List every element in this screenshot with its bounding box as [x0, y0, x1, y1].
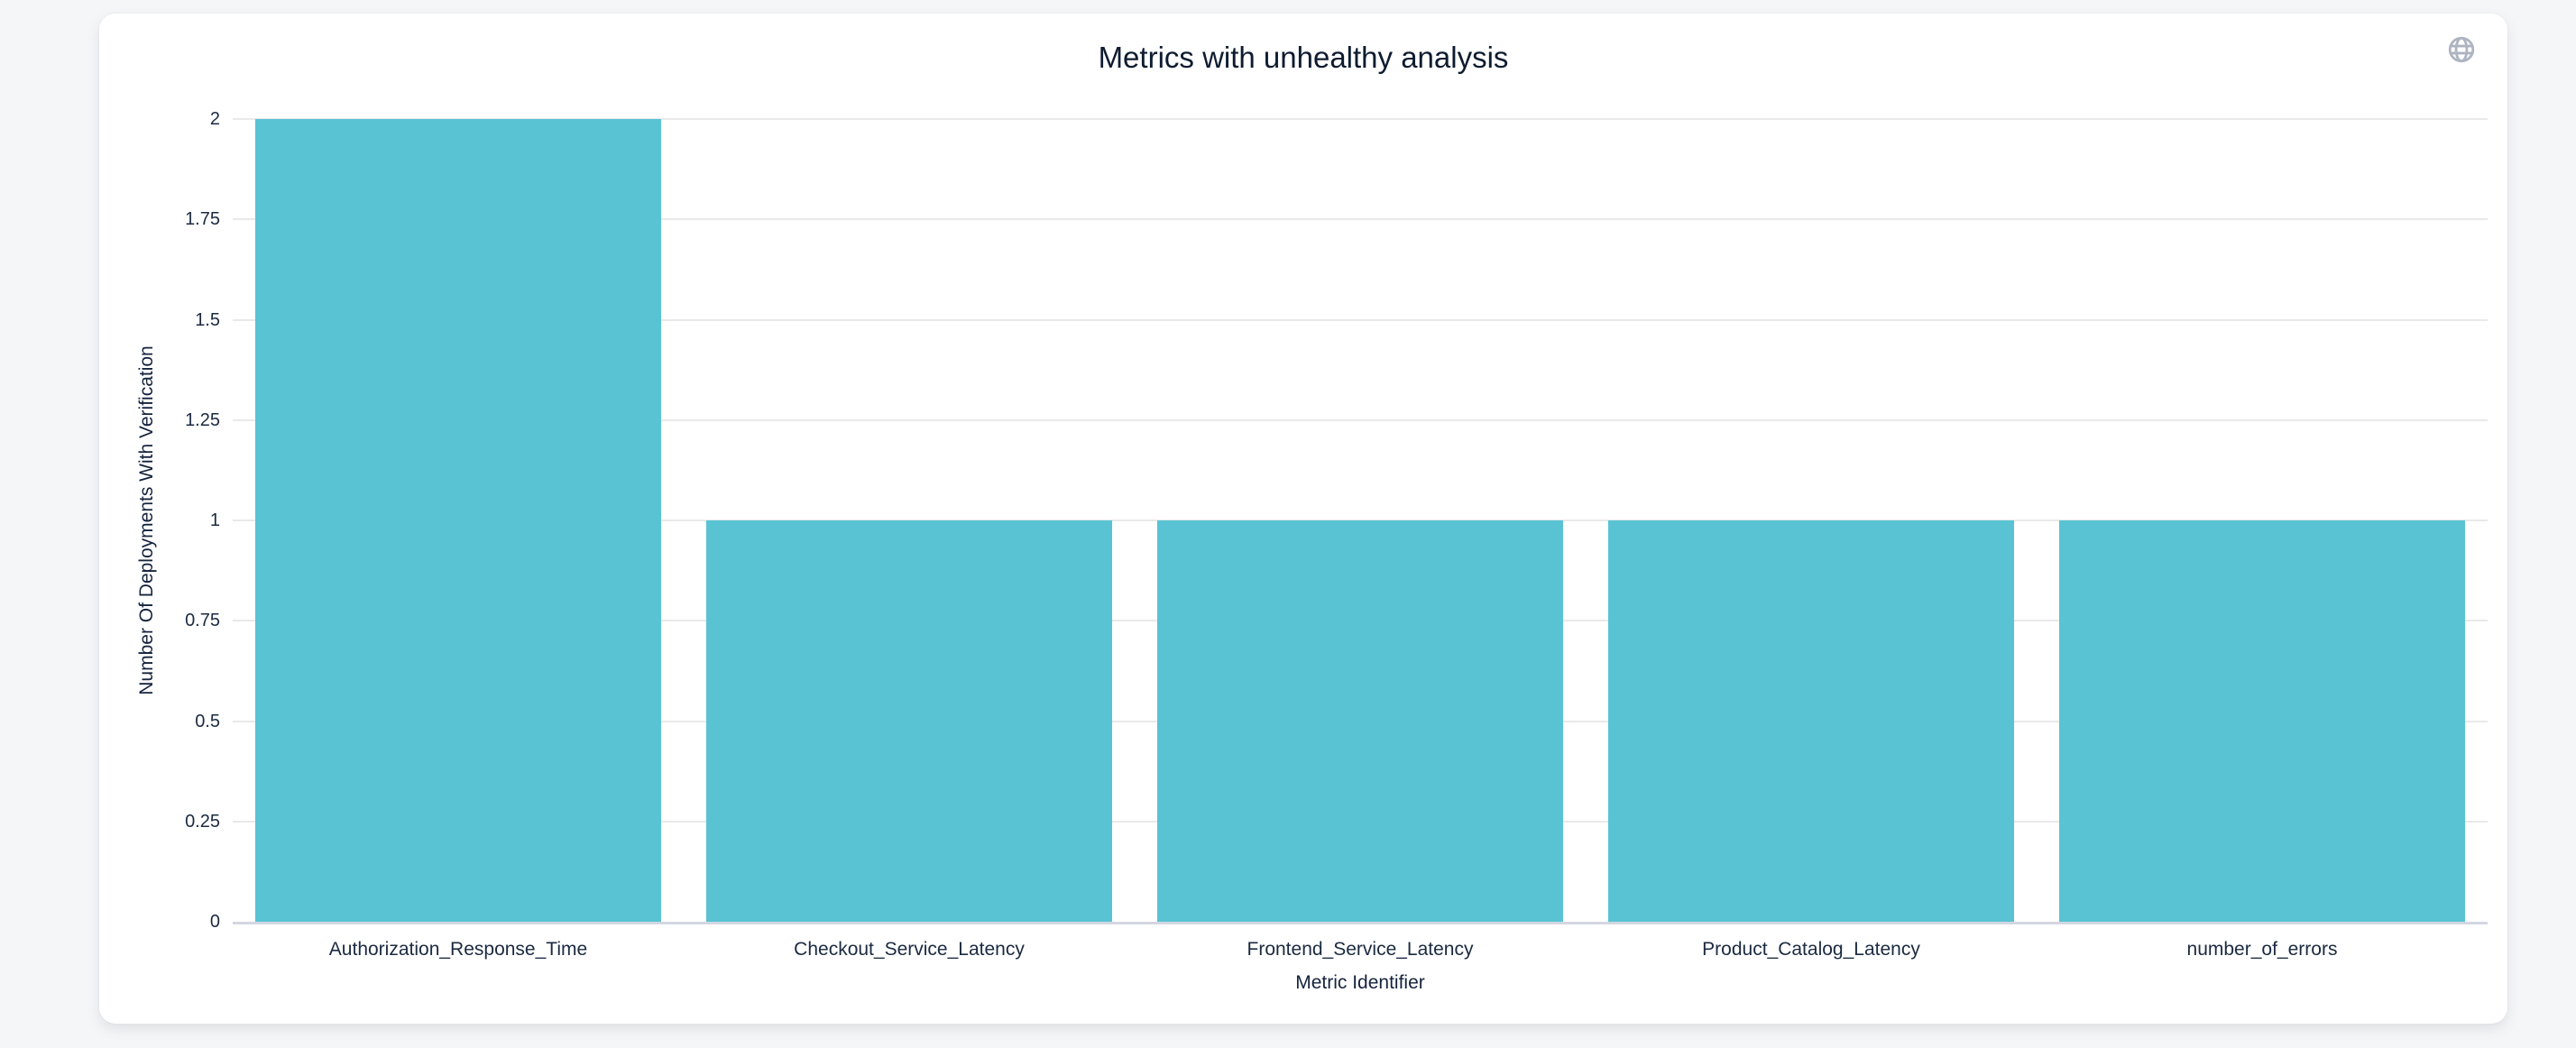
chart-card: Metrics with unhealthy analysis Number O… [99, 14, 2507, 1024]
globe-icon[interactable] [2446, 34, 2477, 65]
chart-title: Metrics with unhealthy analysis [1098, 41, 1509, 74]
bar-Product_Catalog_Latency[interactable] [1608, 520, 2014, 922]
bar-number_of_errors[interactable] [2059, 520, 2465, 922]
x-tick-label: Checkout_Service_Latency [794, 939, 1025, 960]
y-tick-label: 1.75 [185, 209, 220, 230]
bar-Checkout_Service_Latency[interactable] [706, 520, 1112, 922]
x-axis-title: Metric Identifier [1295, 972, 1425, 993]
gridline [233, 318, 2488, 321]
y-tick-label: 1.25 [185, 409, 220, 430]
y-tick-label: 2 [209, 109, 220, 129]
y-tick-label: 1 [209, 510, 220, 530]
x-tick-label: Authorization_Response_Time [328, 939, 588, 960]
y-tick-label: 0 [209, 912, 220, 932]
bar-Frontend_Service_Latency[interactable] [1157, 520, 1563, 922]
gridline [233, 218, 2488, 221]
x-axis-line [233, 922, 2488, 924]
y-tick-label: 0.75 [185, 611, 220, 631]
y-tick-label: 0.25 [185, 811, 220, 832]
x-tick-label: number_of_errors [2186, 939, 2338, 960]
gridline [233, 418, 2488, 421]
x-tick-label: Product_Catalog_Latency [1702, 939, 1920, 960]
gridline [233, 118, 2488, 120]
bar-Authorization_Response_Time[interactable] [255, 119, 661, 922]
y-tick-label: 0.5 [195, 711, 220, 731]
y-tick-label: 1.5 [195, 309, 220, 330]
x-tick-label: Frontend_Service_Latency [1247, 939, 1474, 960]
plot-area [233, 118, 2488, 924]
